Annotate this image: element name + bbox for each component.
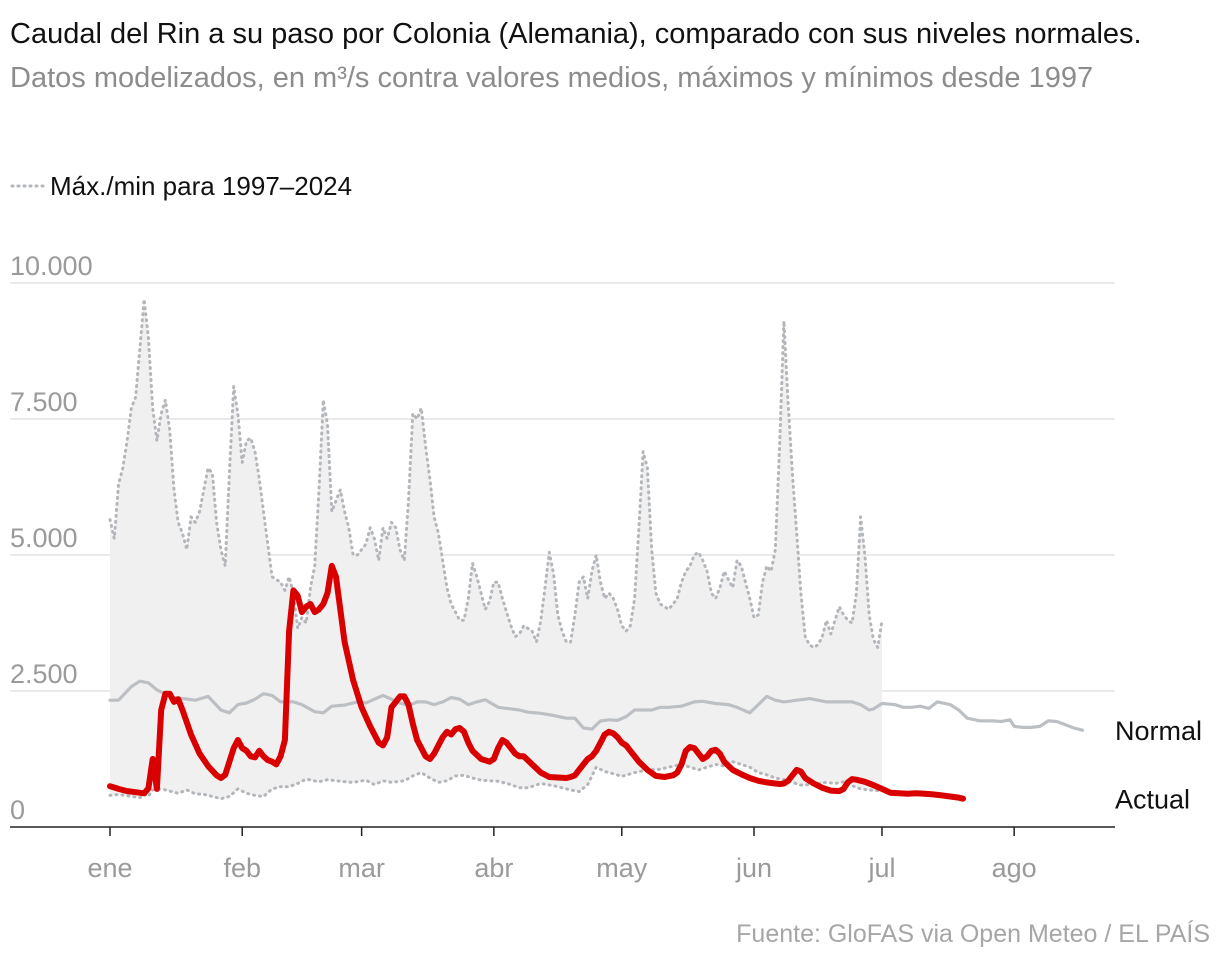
x-tick-label: feb xyxy=(223,853,261,883)
y-tick-label: 2.500 xyxy=(10,659,78,689)
legend: Máx./min para 1997–2024 xyxy=(10,168,352,204)
title-main: Caudal del Rin a su paso por Colonia (Al… xyxy=(10,18,1142,50)
range-band xyxy=(110,299,882,799)
y-tick-label: 0 xyxy=(10,795,25,825)
x-tick-label: abr xyxy=(474,853,513,883)
series-end-label: Normal xyxy=(1115,716,1202,746)
normal-line xyxy=(108,679,1084,732)
min-line xyxy=(108,760,884,801)
series-end-label: Actual xyxy=(1115,785,1190,815)
chart-title: Caudal del Rin a su paso por Colonia (Al… xyxy=(10,12,1215,100)
actual-line xyxy=(107,562,966,802)
y-tick-label: 10.000 xyxy=(10,251,93,281)
y-tick-label: 5.000 xyxy=(10,523,78,553)
dotted-line-legend-icon xyxy=(10,184,46,188)
source-note: Fuente: GloFAS via Open Meteo / EL PAÍS xyxy=(736,920,1210,948)
x-tick-label: jul xyxy=(867,853,895,883)
x-tick-label: ene xyxy=(87,853,132,883)
title-subtitle: Datos modelizados, en m³/s contra valore… xyxy=(10,62,1094,94)
max-line xyxy=(108,297,884,649)
x-tick-label: ago xyxy=(992,853,1037,883)
x-tick-label: jun xyxy=(735,853,772,883)
legend-label-minmax: Máx./min para 1997–2024 xyxy=(50,170,353,201)
y-tick-label: 7.500 xyxy=(10,387,78,417)
x-tick-label: may xyxy=(596,853,648,883)
x-tick-label: mar xyxy=(338,853,385,883)
